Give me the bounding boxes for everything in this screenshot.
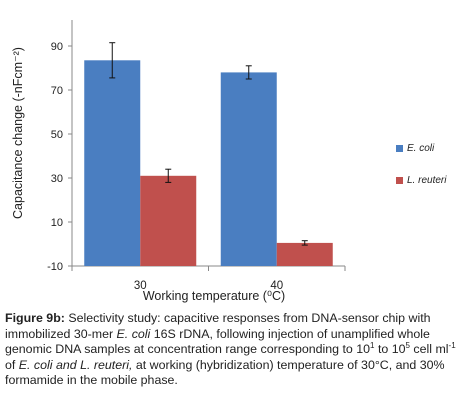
bar-lreuteri-30 [140,175,197,266]
legend-swatch-lreuteri [396,176,403,184]
caption-exp-3: -1 [448,341,456,351]
bar-ecoli-30 [84,60,141,266]
legend-item-lreuteri: L. reuteri [396,172,446,188]
caption-text-2: 16S rDNA, following injection of unampli… [5,326,430,357]
chart: -10 10 30 50 70 90 30 40 Capacitance change (-n… [11,20,346,303]
y-tick-label: 10 [51,217,63,229]
x-tick-label: 40 [270,280,283,292]
caption-text-1: Selectivity study: capacitive responses … [5,311,431,341]
caption-text-4: cell ml [409,342,449,357]
figure-caption: Figure 9b: Selectivity study: capacitive… [5,311,459,389]
caption-species: E. coli and L. reuteri, [18,357,133,372]
legend-label-lreuteri: L. reuteri [407,174,447,186]
legend-item-ecoli: E. coli [396,140,446,156]
legend-swatch-ecoli [396,144,403,152]
y-axis-label: Capacitance change (-nFcm⁻²) [11,47,25,219]
caption-exp-2: 5 [405,341,410,351]
caption-text-3: to 10 [374,342,406,357]
y-tick-label: 90 [51,41,63,53]
legend: E. coli L. reuteri [396,140,446,204]
y-tick-label: 50 [51,129,63,141]
x-tick-label: 30 [134,280,147,292]
bar-lreuteri-40 [276,242,333,266]
caption-ecoli: E. coli [116,326,151,341]
y-tick-label: -10 [47,261,63,273]
y-tick-label: 30 [51,173,63,185]
plot-area: -10 10 30 50 70 90 30 40 [47,20,346,292]
caption-exp-1: 1 [370,341,375,351]
x-axis-label: Working temperature (⁰C) [143,289,285,303]
caption-label: Figure 9b: [5,311,65,325]
caption-text-6: at working (hybridization) temperature o… [5,357,445,388]
y-tick-label: 70 [51,85,63,97]
legend-label-ecoli: E. coli [407,142,435,154]
caption-text-5: of [5,357,19,372]
bar-ecoli-40 [220,72,277,267]
